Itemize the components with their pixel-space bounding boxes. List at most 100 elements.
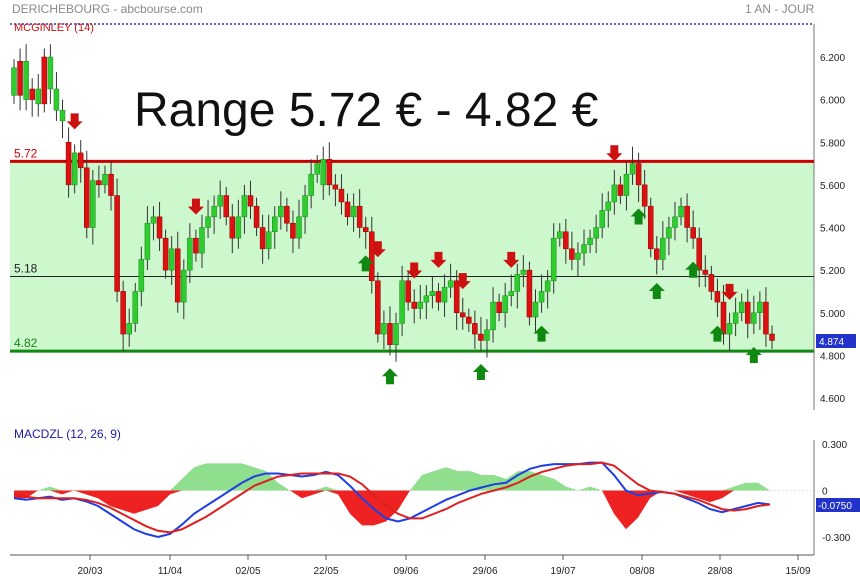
candle-up xyxy=(550,237,557,282)
candle-up xyxy=(660,237,666,260)
candle-down xyxy=(17,61,23,96)
level-label-mid: 5.18 xyxy=(14,262,38,276)
x-tick-label: 22/05 xyxy=(313,566,338,577)
candle-up xyxy=(217,195,223,207)
candle-down xyxy=(387,323,393,345)
candle-down xyxy=(472,323,478,335)
candle-down xyxy=(156,216,163,239)
price-tick-label: 4.600 xyxy=(820,394,845,405)
price-tick-label: 4.800 xyxy=(820,351,845,362)
candle-down xyxy=(290,222,296,239)
macd-tick-label: -0.300 xyxy=(822,533,851,544)
x-tick-label: 11/04 xyxy=(158,566,183,577)
candle-down xyxy=(641,184,648,207)
price-tick-label: 5.600 xyxy=(820,181,845,192)
candle-down xyxy=(84,167,90,228)
candle-up xyxy=(502,295,508,314)
x-tick-label: 09/06 xyxy=(393,566,418,577)
candle-down xyxy=(526,269,533,318)
candle-up xyxy=(350,205,357,218)
candle-down xyxy=(326,159,333,186)
candle-down xyxy=(65,142,72,186)
candle-down xyxy=(284,205,290,224)
candle-up xyxy=(732,312,739,324)
candle-down xyxy=(684,205,690,228)
candle-down xyxy=(411,301,417,309)
candle-up xyxy=(629,163,636,175)
up-arrow-signal xyxy=(472,364,489,381)
range-annotation: Range 5.72 € - 4.82 € xyxy=(134,84,599,137)
candle-up xyxy=(726,323,733,335)
level-label-support: 4.82 xyxy=(14,336,38,350)
candle-up xyxy=(751,312,757,324)
candle-up xyxy=(314,163,320,175)
candle-down xyxy=(405,280,411,303)
candle-up xyxy=(278,205,284,218)
candle-up xyxy=(187,237,193,271)
candle-down xyxy=(696,237,702,271)
candle-down xyxy=(253,205,260,228)
x-tick-label: 20/03 xyxy=(77,566,102,577)
price-tick-label: 5.000 xyxy=(820,309,845,320)
down-arrow-signal xyxy=(503,251,520,268)
down-arrow-signal xyxy=(187,198,204,215)
candle-up xyxy=(241,195,248,218)
down-arrow-signal xyxy=(454,273,471,290)
candle-up xyxy=(393,323,399,345)
candle-up xyxy=(138,259,145,292)
candle-down xyxy=(459,312,466,318)
down-arrow-signal xyxy=(66,113,83,130)
candle-down xyxy=(108,173,114,196)
candle-up xyxy=(738,301,745,313)
candlesticks xyxy=(11,44,775,362)
candle-up xyxy=(181,269,187,303)
candle-up xyxy=(423,295,430,303)
candle-up xyxy=(23,61,29,100)
candle-up xyxy=(587,237,593,245)
candle-up xyxy=(441,286,448,303)
candle-down xyxy=(563,231,569,250)
candle-up xyxy=(514,274,521,292)
candle-up xyxy=(593,227,599,239)
price-tick-label: 5.400 xyxy=(820,224,845,235)
up-arrow-signal xyxy=(381,368,398,385)
candle-up xyxy=(47,56,54,90)
candle-down xyxy=(332,184,339,190)
up-arrow-signal xyxy=(745,346,762,363)
x-tick-label: 02/05 xyxy=(235,566,260,577)
candle-up xyxy=(235,216,242,239)
up-arrow-signal xyxy=(533,325,550,342)
price-tick-label: 6.200 xyxy=(820,53,845,64)
candle-down xyxy=(120,291,126,335)
candle-up xyxy=(71,152,78,186)
candle-down xyxy=(338,188,345,203)
candle-up xyxy=(35,88,42,105)
candle-up xyxy=(296,216,302,239)
candle-down xyxy=(763,301,769,335)
candle-up xyxy=(490,301,496,331)
chart-period-label: 1 AN - JOUR xyxy=(745,2,815,16)
price-tick-label: 5.800 xyxy=(820,138,845,149)
candle-down xyxy=(223,195,229,218)
chart-source-title: DERICHEBOURG - abcbourse.com xyxy=(12,2,203,16)
candle-up xyxy=(150,216,157,224)
candle-down xyxy=(478,333,484,341)
up-arrow-signal xyxy=(648,283,665,300)
range-fill xyxy=(10,161,814,352)
candle-up xyxy=(484,329,490,341)
candle-up xyxy=(211,205,217,218)
x-tick-label: 08/08 xyxy=(629,566,654,577)
price-tick-label: 6.000 xyxy=(820,96,845,107)
candle-down xyxy=(174,248,181,303)
candle-up xyxy=(599,210,605,228)
candle-up xyxy=(666,227,672,239)
candle-down xyxy=(77,152,84,169)
candle-up xyxy=(605,201,612,211)
candle-down xyxy=(247,195,254,207)
up-arrow-signal xyxy=(709,325,726,342)
candle-down xyxy=(654,248,660,260)
candle-up xyxy=(508,291,514,296)
candle-up xyxy=(575,252,581,260)
candle-up xyxy=(757,301,763,313)
